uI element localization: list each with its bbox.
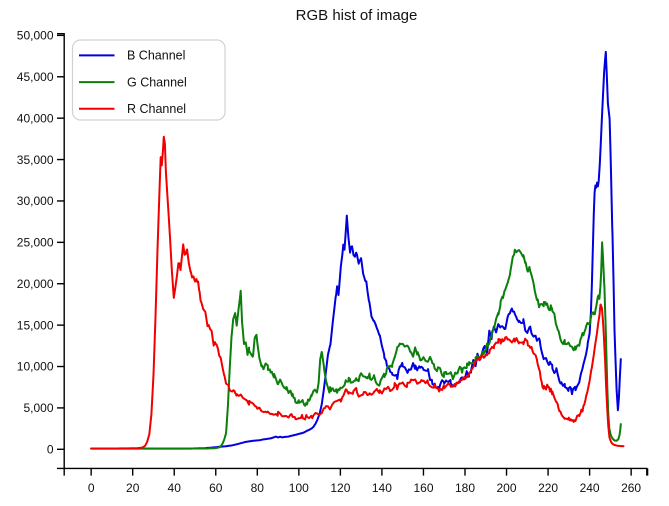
svg-text:60: 60 <box>209 481 223 495</box>
svg-text:35,000: 35,000 <box>17 153 54 167</box>
svg-text:5,000: 5,000 <box>23 401 53 415</box>
svg-text:220: 220 <box>538 481 558 495</box>
svg-text:30,000: 30,000 <box>17 194 54 208</box>
svg-text:20: 20 <box>126 481 140 495</box>
svg-text:40: 40 <box>168 481 182 495</box>
svg-text:0: 0 <box>47 443 54 457</box>
svg-text:G Channel: G Channel <box>127 75 187 89</box>
svg-text:25,000: 25,000 <box>17 236 54 250</box>
svg-text:R Channel: R Channel <box>127 102 186 116</box>
svg-text:160: 160 <box>413 481 433 495</box>
svg-text:10,000: 10,000 <box>17 360 54 374</box>
svg-text:RGB hist of image: RGB hist of image <box>296 7 418 24</box>
svg-text:80: 80 <box>251 481 265 495</box>
svg-text:120: 120 <box>330 481 350 495</box>
svg-text:15,000: 15,000 <box>17 318 54 332</box>
svg-text:20,000: 20,000 <box>17 277 54 291</box>
svg-text:140: 140 <box>372 481 392 495</box>
svg-text:B Channel: B Channel <box>127 49 185 63</box>
svg-text:200: 200 <box>496 481 516 495</box>
svg-text:0: 0 <box>88 481 95 495</box>
svg-text:45,000: 45,000 <box>17 70 54 84</box>
svg-text:50,000: 50,000 <box>17 29 54 43</box>
svg-text:240: 240 <box>580 481 600 495</box>
svg-text:260: 260 <box>621 481 641 495</box>
svg-text:40,000: 40,000 <box>17 111 54 125</box>
svg-text:180: 180 <box>455 481 475 495</box>
svg-text:100: 100 <box>289 481 309 495</box>
